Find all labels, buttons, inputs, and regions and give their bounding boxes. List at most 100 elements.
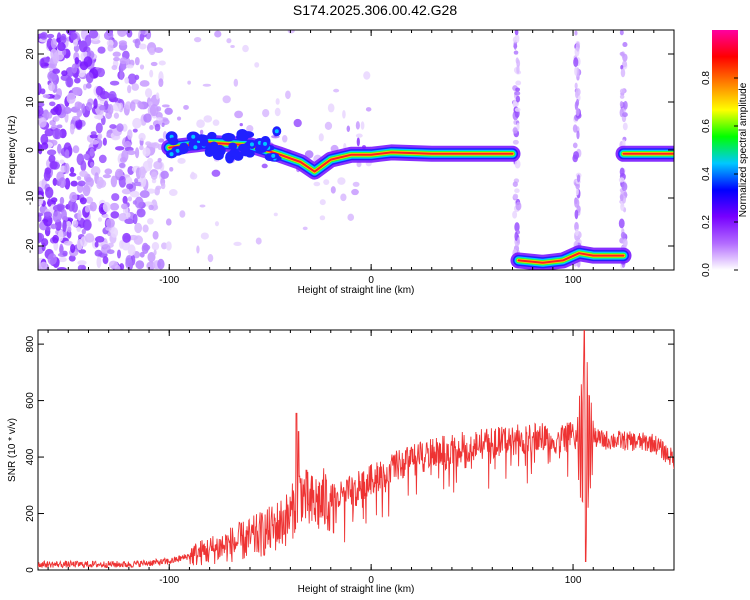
spectrogram-noise-blob <box>622 112 628 118</box>
spectrogram-noise-blob <box>109 80 120 86</box>
spectrogram-noise-blob <box>94 241 99 248</box>
spectrogram-noise-blob <box>64 162 70 174</box>
spectrogram-noise-blob <box>89 134 99 139</box>
spectrogram-noise-blob <box>157 258 165 270</box>
spectrogram-trace-low-branch <box>517 252 625 264</box>
spectrogram-ytick-label: 0 <box>25 147 36 153</box>
spectrogram-noise-blob <box>38 214 42 222</box>
spectrogram-noise-blob <box>124 218 135 225</box>
spectrogram-noise-blob <box>118 40 127 46</box>
spectrogram-noise-blob <box>200 232 209 240</box>
spectrogram-noise-blob <box>118 175 127 188</box>
spectrogram-noise-blob <box>255 237 262 245</box>
spectrogram-noise-blob <box>46 149 57 156</box>
spectrogram-noise-blob <box>619 194 624 202</box>
spectrogram-noise-blob <box>179 210 186 218</box>
spectrogram-cluster-core <box>175 148 180 153</box>
spectrogram-noise-blob <box>574 91 579 99</box>
spectrogram-noise-blob <box>324 121 333 130</box>
snr-ytick-label: 200 <box>25 505 36 522</box>
snr-xlabel: Height of straight line (km) <box>298 584 415 595</box>
spectrogram-noise-blob <box>134 196 144 209</box>
spectrogram-noise-blob <box>136 208 146 218</box>
spectrogram-noise-blob <box>38 105 44 117</box>
spectrogram-noise-blob <box>118 213 128 222</box>
spectrogram-noise-blob <box>61 209 67 221</box>
spectrogram-noise-blob <box>620 202 625 211</box>
spectrogram-noise-blob <box>121 203 128 210</box>
spectrogram-noise-blob <box>52 177 58 186</box>
spectrogram-noise-blob <box>119 57 128 65</box>
spectrogram-noise-blob <box>93 114 104 120</box>
spectrogram-noise-blob <box>70 180 78 187</box>
spectrogram-noise-blob <box>150 61 158 67</box>
spectrogram-noise-blob <box>85 82 92 89</box>
spectrogram-noise-blob <box>512 127 518 134</box>
spectrogram-noise-blob <box>351 188 359 196</box>
spectrogram-noise-blob <box>147 252 156 263</box>
spectrogram-cluster-core <box>169 152 174 157</box>
spectrogram-noise-blob <box>246 125 254 133</box>
spectrogram-noise-blob <box>151 242 160 251</box>
spectrogram-noise-blob <box>113 56 120 62</box>
spectrogram-noise-blob <box>59 196 65 205</box>
spectrogram-noise-blob <box>57 42 66 52</box>
spectrogram-noise-blob <box>622 238 628 248</box>
spectrogram-noise-blob <box>360 121 365 130</box>
spectrogram-noise-blob <box>119 263 125 270</box>
spectrogram-noise-blob <box>126 183 134 190</box>
spectrogram-noise-blob <box>319 215 326 221</box>
spectrogram-noise-blob <box>165 241 172 251</box>
spectrogram-noise-blob <box>132 117 142 129</box>
spectrogram-cluster-blob <box>238 143 249 153</box>
spectrogram-noise-blob <box>97 217 103 222</box>
spectrogram-noise-blob <box>82 153 90 160</box>
spectrogram-noise-blob <box>214 30 222 38</box>
spectrogram-noise-blob <box>97 46 106 54</box>
spectrogram-noise-blob <box>85 177 92 183</box>
spectrogram-noise-blob <box>293 118 302 128</box>
spectrogram-noise-blob <box>84 233 95 243</box>
spectrogram-noise-blob <box>62 250 68 257</box>
spectrogram-noise-blob <box>52 234 59 244</box>
spectrogram-cluster-core <box>191 134 196 139</box>
spectrogram-noise-blob <box>42 94 51 99</box>
spectrogram-ytick-label: 20 <box>25 48 36 60</box>
spectrogram-noise-blob <box>97 133 103 140</box>
spectrogram-noise-blob <box>282 135 288 143</box>
spectrogram-noise-blob <box>89 139 99 145</box>
spectrogram-noise-blob <box>273 212 278 217</box>
spectrogram-noise-blob <box>575 98 580 107</box>
spectrogram-noise-blob <box>302 226 308 231</box>
spectrogram-noise-blob <box>41 242 46 252</box>
spectrogram-noise-blob <box>69 191 78 203</box>
spectrogram-noise-blob <box>96 67 106 78</box>
spectrogram-noise-blob <box>76 153 85 166</box>
spectrogram-noise-blob <box>81 228 86 235</box>
spectrogram-noise-blob <box>512 36 518 43</box>
spectrogram-noise-blob <box>573 151 580 160</box>
spectrogram-noise-blob <box>52 204 63 212</box>
spectrogram-noise-blob <box>177 157 186 164</box>
spectrogram-noise-blob <box>107 44 114 52</box>
spectrogram-noise-blob <box>85 72 94 84</box>
spectrogram-noise-blob <box>576 130 580 140</box>
spectrogram-noise-blob <box>61 70 68 77</box>
spectrogram-noise-blob <box>193 37 202 43</box>
spectrogram-noise-blob <box>515 80 522 86</box>
spectrogram-noise-blob <box>139 145 144 151</box>
spectrogram-noise-blob <box>111 65 118 71</box>
spectrogram-cluster-core <box>249 142 254 147</box>
spectrogram-noise-blob <box>572 142 578 149</box>
spectrogram-noise-blob <box>161 122 165 128</box>
spectrogram-noise-blob <box>112 102 122 112</box>
spectrogram-noise-blob <box>74 56 80 65</box>
spectrogram-noise-blob <box>513 50 519 55</box>
spectrogram-noise-blob <box>620 231 626 239</box>
spectrogram-noise-blob <box>138 166 146 179</box>
spectrogram-noise-blob <box>132 213 138 225</box>
spectrogram-noise-blob <box>242 44 249 53</box>
spectrogram-noise-blob <box>187 80 191 85</box>
spectrogram-noise-blob <box>84 205 90 213</box>
